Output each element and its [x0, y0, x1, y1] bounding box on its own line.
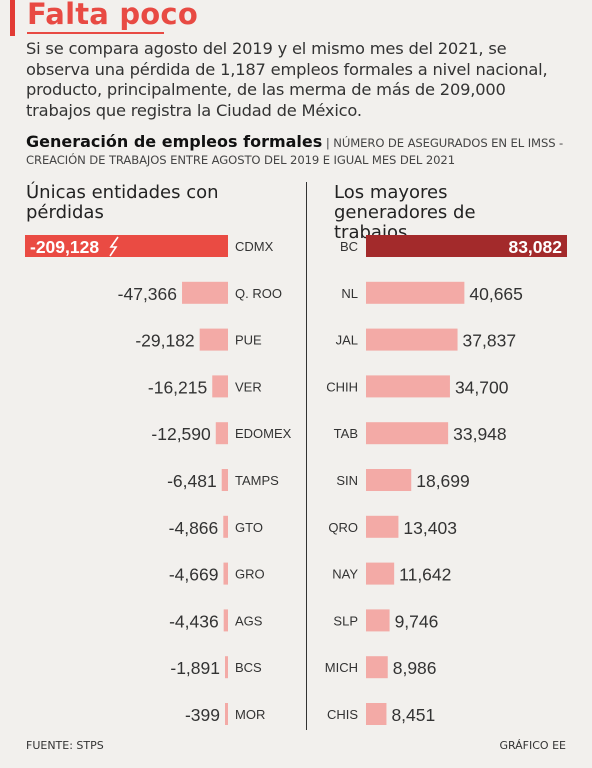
state-label: JAL	[336, 333, 358, 348]
column-divider	[306, 182, 307, 730]
value-label: -4,669	[169, 565, 219, 585]
gain-bar	[366, 562, 395, 585]
loss-bar	[221, 469, 228, 491]
value-label: -399	[185, 705, 220, 725]
value-label: 83,082	[508, 237, 562, 257]
value-label: -4,436	[169, 611, 219, 631]
value-label: 13,403	[403, 518, 457, 538]
gain-bar	[366, 515, 399, 538]
state-label: BCS	[235, 660, 262, 675]
loss-bar	[225, 656, 228, 679]
loss-bar	[25, 235, 228, 257]
gains-column-title: Los mayores generadores de trabajos	[334, 182, 476, 243]
state-label: PUE	[235, 333, 262, 348]
gain-bar	[366, 656, 388, 679]
loss-bar	[223, 609, 228, 632]
state-label: CDMX	[235, 239, 274, 254]
state-label: MICH	[325, 660, 358, 675]
loss-bar	[182, 281, 228, 304]
value-label: 37,837	[463, 331, 517, 351]
value-label: -1,891	[170, 658, 220, 678]
gain-bar	[366, 328, 458, 351]
chart-header: Generación de empleos formales | Número …	[26, 133, 576, 169]
state-label: CHIS	[327, 707, 358, 722]
value-label: -16,215	[148, 377, 207, 397]
losses-column-title: Únicas entidades con pérdidas	[26, 182, 219, 223]
value-label: 18,699	[416, 471, 470, 491]
state-label: TAMPS	[235, 473, 279, 488]
gain-bar	[366, 422, 449, 445]
state-label: TAB	[334, 426, 358, 441]
state-label: GRO	[235, 567, 265, 582]
lightning-bolt-icon	[109, 236, 119, 257]
state-label: AGS	[235, 613, 263, 628]
state-label: BC	[340, 239, 358, 254]
value-label: 11,642	[399, 565, 451, 585]
value-label: 9,746	[395, 611, 439, 631]
loss-bar	[215, 422, 228, 445]
value-label: -6,481	[167, 471, 217, 491]
page-title: Falta poco	[27, 0, 198, 31]
state-label: NL	[341, 286, 358, 301]
gain-bar	[366, 703, 387, 725]
value-label: -12,590	[151, 424, 211, 444]
chart-subtitle: Número de asegurados en el IMSS - Creaci…	[26, 136, 564, 167]
state-label: CHIH	[326, 379, 358, 394]
title-accent-bar	[10, 0, 15, 36]
state-label: NAY	[332, 567, 358, 582]
credit-note: Gráfico EE	[499, 739, 566, 752]
value-label: 8,451	[391, 705, 435, 725]
state-label: VER	[235, 379, 262, 394]
state-label: SLP	[333, 613, 358, 628]
state-label: QRO	[328, 520, 358, 535]
loss-bar	[223, 562, 228, 585]
chart-title-separator: |	[325, 136, 330, 150]
state-label: EDOMEX	[235, 426, 292, 441]
value-label: 8,986	[393, 658, 437, 678]
state-label: Q. ROO	[235, 286, 282, 301]
gain-bar	[366, 375, 450, 398]
loss-bar	[223, 515, 228, 538]
source-note: Fuente: STPS	[26, 739, 104, 752]
chart-title: Generación de empleos formales	[26, 132, 323, 151]
loss-bar	[225, 703, 228, 725]
gain-bar	[366, 281, 465, 304]
loss-bar	[199, 328, 228, 351]
gain-bar	[366, 609, 390, 632]
value-label: -209,128	[30, 237, 99, 257]
gain-bar	[366, 235, 567, 257]
loss-bar	[212, 375, 228, 398]
intro-text: Si se compara agosto del 2019 y el mismo…	[26, 39, 548, 120]
value-label: 33,948	[453, 424, 507, 444]
value-label: 40,665	[469, 284, 523, 304]
title-underline	[27, 32, 164, 34]
value-label: -47,366	[118, 284, 177, 304]
value-label: -4,866	[169, 518, 219, 538]
state-label: SIN	[336, 473, 358, 488]
state-label: GTO	[235, 520, 263, 535]
gain-bar	[366, 469, 412, 491]
state-label: MOR	[235, 707, 265, 722]
value-label: -29,182	[135, 331, 194, 351]
value-label: 34,700	[455, 377, 509, 397]
